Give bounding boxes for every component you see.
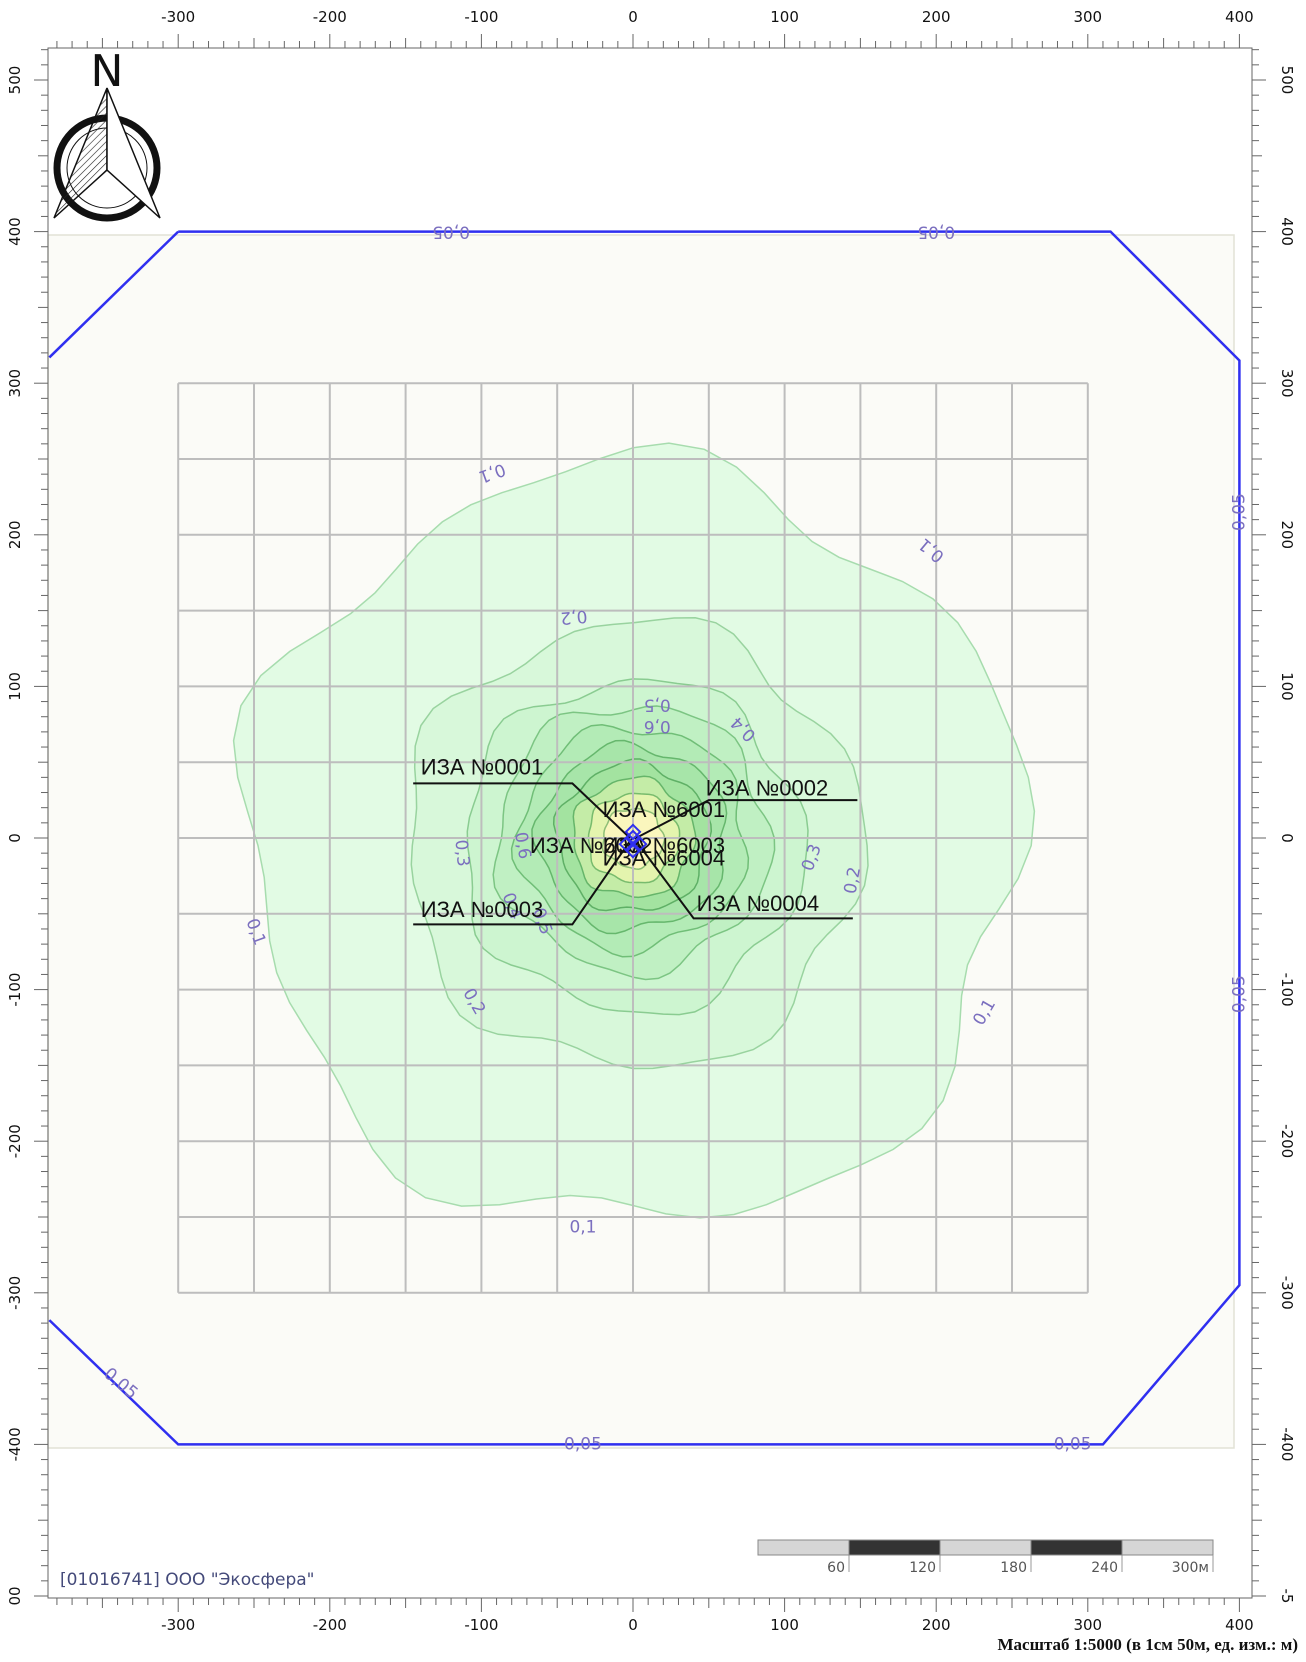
scale-label: 240: [1091, 1560, 1118, 1576]
isoline-label: 0,2: [841, 865, 865, 895]
scale-label: 300м: [1172, 1560, 1209, 1576]
scale-label: 120: [909, 1560, 936, 1576]
y-tick-label-left: -300: [6, 1276, 24, 1310]
isoline-0-05: [48, 230, 180, 359]
isoline-label: 0,05: [432, 222, 470, 242]
y-tick-label-left: 200: [6, 520, 24, 549]
scale-segment: [1030, 1539, 1123, 1556]
north-arrow-icon: N: [53, 46, 161, 222]
y-tick-label-right: -5: [1278, 1589, 1296, 1604]
source-label: ИЗА №0003: [421, 897, 543, 922]
y-tick-label-right: -100: [1278, 973, 1296, 1007]
source-leader-line: [413, 840, 631, 926]
x-tick-label-bottom: -200: [313, 1616, 347, 1634]
x-tick-label-top: -100: [464, 8, 498, 26]
source-label: ИЗА №0004: [697, 891, 819, 916]
scale-segment: [848, 1539, 941, 1556]
source-label: ИЗА №6001: [603, 797, 725, 822]
x-tick-label-bottom: 200: [922, 1616, 951, 1634]
source-leader-line: [635, 799, 858, 839]
y-tick-label-left: -100: [6, 973, 24, 1007]
x-tick-label-top: 100: [770, 8, 799, 26]
calculation-grid: [177, 382, 1089, 1294]
isoline-label: 0,05: [564, 1434, 602, 1454]
source-marker-icon: [618, 835, 636, 853]
source-label: ИЗА №0002: [706, 776, 828, 801]
isoline-label: 0,3: [451, 839, 473, 868]
y-tick-label-left: -200: [6, 1124, 24, 1158]
y-tick-label-left: 0: [6, 833, 24, 843]
y-tick-label-right: 500: [1278, 66, 1296, 95]
source-label: ИЗА №6003: [603, 833, 725, 858]
scale-label: 180: [1000, 1560, 1027, 1576]
x-tick-label-top: 0: [628, 8, 638, 26]
north-label: N: [91, 46, 124, 97]
scale-segment: [1121, 1539, 1214, 1556]
isolines-0-05: [48, 230, 1241, 1446]
isoline-label: 0,5: [644, 695, 671, 715]
x-tick-label-bottom: 300: [1073, 1616, 1102, 1634]
x-tick-label-bottom: 0: [628, 1616, 638, 1634]
source-label: ИЗА №0001: [421, 754, 543, 779]
x-tick-label-top: -200: [313, 8, 347, 26]
source-label: ИЗА №6004: [603, 845, 725, 870]
scale-segment: [757, 1539, 850, 1556]
x-tick-label-bottom: 400: [1225, 1616, 1254, 1634]
isoline-label: 0,6: [644, 716, 671, 736]
y-tick-label-left: 100: [6, 672, 24, 701]
x-tick-label-top: 200: [922, 8, 951, 26]
source-leader-line: [413, 782, 631, 839]
scale-segment: [939, 1539, 1032, 1556]
isoline-label: 0,05: [1229, 975, 1249, 1013]
y-tick-label-left: 500: [6, 66, 24, 95]
y-tick-label-left: 00: [6, 1586, 24, 1605]
isoline-label: 0,6: [510, 831, 534, 861]
coordinate-rulers: -300-300-200-200-100-1000010010020020030…: [6, 8, 1296, 1634]
isoline-label: 0,05: [1229, 493, 1249, 531]
y-tick-label-left: 400: [6, 217, 24, 246]
scale-bar: 60 120 180 240 300м: [757, 1539, 1214, 1576]
y-tick-label-left: 300: [6, 369, 24, 398]
x-tick-label-top: 400: [1225, 8, 1254, 26]
scale-label: 60: [827, 1560, 845, 1576]
isoline-0-05: [48, 230, 1241, 1446]
isoline-label: 0,1: [569, 1218, 596, 1238]
scale-caption: Масштаб 1:5000 (в 1см 50м, ед. изм.: м): [997, 1635, 1299, 1654]
source-leader-line: [635, 840, 853, 920]
x-tick-label-bottom: -100: [464, 1616, 498, 1634]
source-marker-icon: [624, 823, 642, 841]
y-tick-label-right: -300: [1278, 1276, 1296, 1310]
y-tick-label-left: -400: [6, 1427, 24, 1461]
isoline-label: 0,05: [1054, 1434, 1092, 1454]
x-tick-label-bottom: -300: [161, 1616, 195, 1634]
y-tick-label-right: 400: [1278, 217, 1296, 246]
x-tick-label-bottom: 100: [770, 1616, 799, 1634]
company-label: [01016741] ООО "Экосфера": [60, 1570, 314, 1590]
y-tick-label-right: 100: [1278, 672, 1296, 701]
y-tick-label-right: -200: [1278, 1124, 1296, 1158]
x-tick-label-top: 300: [1073, 8, 1102, 26]
source-marker-icon: [630, 835, 648, 853]
source-marker-icon: [624, 841, 642, 859]
isoline-label: 0,05: [917, 222, 955, 242]
y-tick-label-right: 0: [1278, 833, 1296, 843]
y-tick-label-right: 300: [1278, 369, 1296, 398]
y-tick-label-right: 200: [1278, 520, 1296, 549]
y-tick-label-right: -400: [1278, 1427, 1296, 1461]
isoline-label: 0,2: [560, 606, 589, 628]
x-tick-label-top: -300: [161, 8, 195, 26]
